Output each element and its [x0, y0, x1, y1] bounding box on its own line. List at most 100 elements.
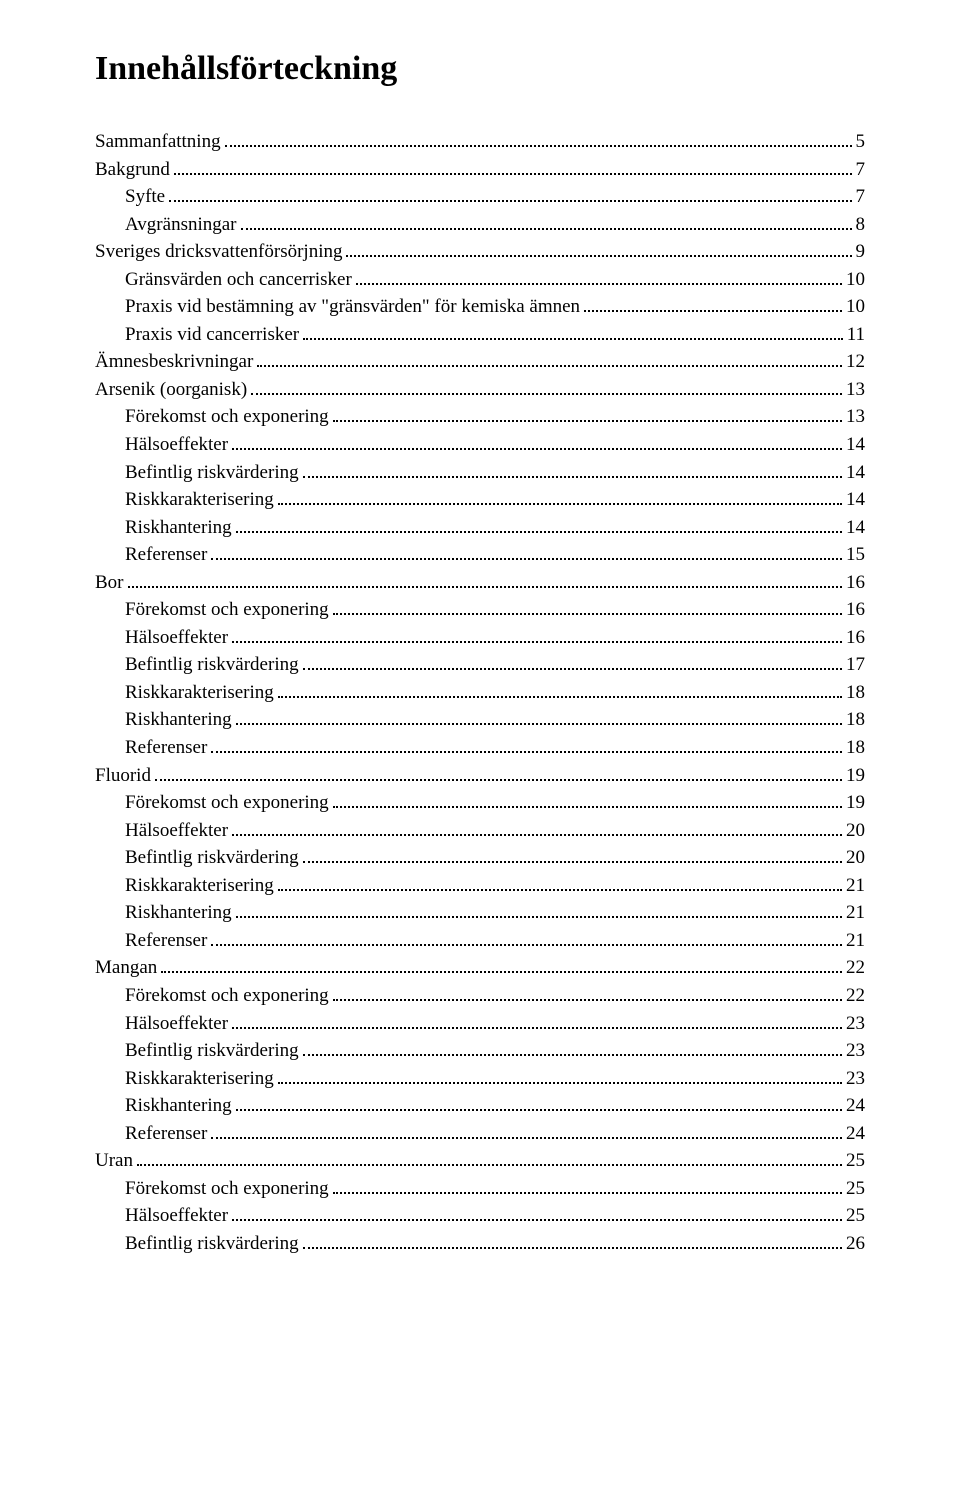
toc-leader — [303, 461, 842, 477]
toc-leader — [333, 406, 842, 422]
toc-entry: Hälsoeffekter25 — [95, 1202, 865, 1230]
toc-entry: Referenser 24 — [95, 1120, 865, 1148]
toc-entry-page: 8 — [856, 211, 866, 239]
toc-entry-label: Referenser — [125, 541, 207, 569]
toc-entry: Befintlig riskvärdering 14 — [95, 459, 865, 487]
toc-entry-label: Förekomst och exponering — [125, 982, 329, 1010]
toc-leader — [333, 599, 842, 615]
toc-entry: Hälsoeffekter 14 — [95, 431, 865, 459]
toc-leader — [584, 296, 842, 312]
toc-entry-page: 24 — [846, 1092, 865, 1120]
toc-entry-label: Mangan — [95, 954, 157, 982]
toc-entry-page: 21 — [846, 927, 865, 955]
toc-leader — [251, 379, 842, 395]
toc-entry: Referenser 18 — [95, 734, 865, 762]
toc-entry-label: Bakgrund — [95, 156, 170, 184]
toc-entry: Riskhantering 18 — [95, 706, 865, 734]
toc-entry-page: 23 — [846, 1010, 865, 1038]
toc-entry-label: Riskhantering — [125, 706, 232, 734]
toc-entry: Befintlig riskvärdering26 — [95, 1230, 865, 1258]
toc-entry: Riskhantering14 — [95, 514, 865, 542]
toc-entry-page: 7 — [856, 183, 866, 211]
toc-leader — [303, 1040, 842, 1056]
toc-entry-label: Befintlig riskvärdering — [125, 1230, 299, 1258]
toc-entry-page: 14 — [846, 431, 865, 459]
toc-entry-label: Syfte — [125, 183, 165, 211]
toc-leader — [174, 158, 852, 174]
toc-leader — [236, 1095, 842, 1111]
toc-entry: Avgränsningar 8 — [95, 211, 865, 239]
toc-entry: Fluorid19 — [95, 762, 865, 790]
toc-leader — [346, 241, 851, 257]
toc-entry: Referenser15 — [95, 541, 865, 569]
toc-leader — [232, 1012, 842, 1028]
toc-leader — [278, 875, 842, 891]
toc-entry-page: 18 — [846, 706, 865, 734]
toc-entry-page: 14 — [846, 459, 865, 487]
toc-entry-label: Befintlig riskvärdering — [125, 844, 299, 872]
toc-entry-label: Riskkarakterisering — [125, 486, 274, 514]
page-title: Innehållsförteckning — [95, 50, 865, 88]
toc-entry-page: 10 — [846, 266, 865, 294]
toc-entry: Förekomst och exponering25 — [95, 1175, 865, 1203]
toc-entry-page: 16 — [846, 624, 865, 652]
toc-entry-page: 10 — [846, 293, 865, 321]
toc-leader — [236, 516, 842, 532]
toc-entry-label: Befintlig riskvärdering — [125, 459, 299, 487]
toc-entry-label: Riskhantering — [125, 1092, 232, 1120]
toc-leader — [137, 1150, 842, 1166]
toc-entry-page: 23 — [846, 1037, 865, 1065]
toc-entry: Befintlig riskvärdering17 — [95, 651, 865, 679]
toc-entry-page: 21 — [846, 872, 865, 900]
toc-leader — [211, 544, 842, 560]
toc-entry-page: 5 — [856, 128, 866, 156]
toc-leader — [303, 847, 842, 863]
toc-entry-label: Praxis vid cancerrisker — [125, 321, 299, 349]
toc-leader — [241, 213, 852, 229]
toc-entry-page: 24 — [846, 1120, 865, 1148]
toc-entry-label: Avgränsningar — [125, 211, 237, 239]
toc-entry: Praxis vid cancerrisker11 — [95, 321, 865, 349]
toc-entry-label: Förekomst och exponering — [125, 403, 329, 431]
toc-entry-label: Befintlig riskvärdering — [125, 1037, 299, 1065]
toc-entry-page: 13 — [846, 376, 865, 404]
toc-leader — [236, 902, 842, 918]
toc-entry: Praxis vid bestämning av "gränsvärden" f… — [95, 293, 865, 321]
toc-entry: Syfte 7 — [95, 183, 865, 211]
toc-entry-page: 7 — [856, 156, 866, 184]
toc-entry: Gränsvärden och cancerrisker10 — [95, 266, 865, 294]
toc-entry-page: 14 — [846, 514, 865, 542]
toc-entry-label: Riskhantering — [125, 899, 232, 927]
toc-entry-page: 25 — [846, 1147, 865, 1175]
toc-entry-page: 20 — [846, 844, 865, 872]
toc-entry: Förekomst och exponering13 — [95, 403, 865, 431]
toc-leader — [232, 627, 842, 643]
toc-leader — [356, 268, 842, 284]
toc-entry-label: Sammanfattning — [95, 128, 221, 156]
toc-leader — [211, 930, 842, 946]
toc-entry-page: 19 — [846, 789, 865, 817]
toc-leader — [155, 764, 842, 780]
toc-leader — [232, 434, 842, 450]
toc-leader — [303, 654, 842, 670]
toc-entry-label: Hälsoeffekter — [125, 431, 228, 459]
toc-entry-page: 18 — [846, 679, 865, 707]
toc-entry-label: Fluorid — [95, 762, 151, 790]
toc-entry-label: Ämnesbeskrivningar — [95, 348, 253, 376]
toc-entry-page: 25 — [846, 1202, 865, 1230]
toc-entry: Hälsoeffekter23 — [95, 1010, 865, 1038]
toc-leader — [211, 1122, 842, 1138]
toc-entry: Hälsoeffekter20 — [95, 817, 865, 845]
toc-entry-label: Förekomst och exponering — [125, 789, 329, 817]
toc-entry-label: Referenser — [125, 1120, 207, 1148]
toc-entry-page: 18 — [846, 734, 865, 762]
toc-entry-label: Referenser — [125, 734, 207, 762]
toc-entry: Befintlig riskvärdering 23 — [95, 1037, 865, 1065]
table-of-contents: Sammanfattning5Bakgrund7Syfte7Avgränsnin… — [95, 128, 865, 1257]
toc-leader — [333, 792, 842, 808]
toc-entry-label: Förekomst och exponering — [125, 596, 329, 624]
toc-leader — [333, 985, 842, 1001]
toc-entry-label: Hälsoeffekter — [125, 817, 228, 845]
toc-entry-label: Riskkarakterisering — [125, 1065, 274, 1093]
toc-entry-page: 14 — [846, 486, 865, 514]
